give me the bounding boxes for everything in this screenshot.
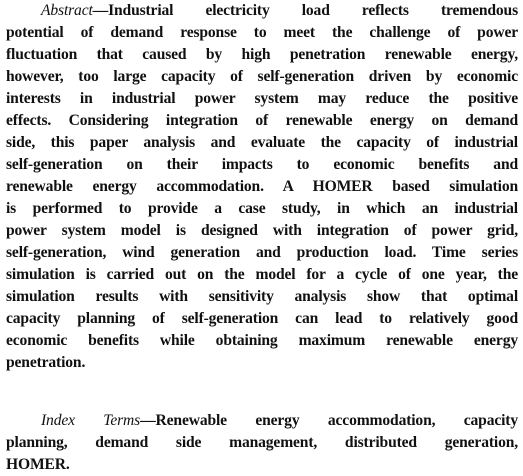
- abstract-line-1-text: —Industrial electricity load reflects tr…: [92, 2, 518, 19]
- abstract-line-3: fluctuation that caused by high penetrat…: [6, 46, 518, 63]
- abstract-line-10: is performed to provide a case study, in…: [6, 200, 518, 217]
- abstract-line-8: self-generation on their impacts to econ…: [6, 156, 518, 173]
- index-terms-line-2: planning, demand side management, distri…: [6, 434, 518, 451]
- index-terms-line-1-text: —Renewable energy accommodation, capacit…: [140, 412, 518, 429]
- index-terms-paragraph: Index Terms—Renewable energy accommodati…: [6, 410, 518, 476]
- abstract-line-16: economic benefits while obtaining maximu…: [6, 332, 518, 349]
- abstract-line-13: simulation is carried out on the model f…: [6, 266, 518, 283]
- abstract-line-11: power system model is designed with inte…: [6, 222, 518, 239]
- abstract-line-15: capacity planning of self-generation can…: [6, 310, 518, 327]
- abstract-line-14: simulation results with sensitivity anal…: [6, 288, 518, 305]
- abstract-line-17: penetration.: [6, 354, 86, 371]
- abstract-line-12: self-generation, wind generation and pro…: [6, 244, 518, 261]
- abstract-line-6: effects. Considering integration of rene…: [6, 112, 518, 129]
- abstract-line-2: potential of demand response to meet the…: [6, 24, 518, 41]
- index-terms-line-3: HOMER.: [6, 456, 70, 473]
- abstract-line-1: Abstract—Industrial electricity load ref…: [6, 0, 518, 22]
- abstract-label: Abstract: [41, 2, 93, 19]
- abstract-line-4: however, too large capacity of self-gene…: [6, 68, 518, 85]
- index-terms-line-1: Index Terms—Renewable energy accommodati…: [6, 410, 518, 432]
- abstract-line-7: side, this paper analysis and evaluate t…: [6, 134, 518, 151]
- abstract-line-9: renewable energy accommodation. A HOMER …: [6, 178, 518, 195]
- index-terms-label: Index Terms: [41, 412, 141, 429]
- abstract-line-5: interests in industrial power system may…: [6, 90, 518, 107]
- abstract-paragraph: Abstract—Industrial electricity load ref…: [6, 0, 518, 374]
